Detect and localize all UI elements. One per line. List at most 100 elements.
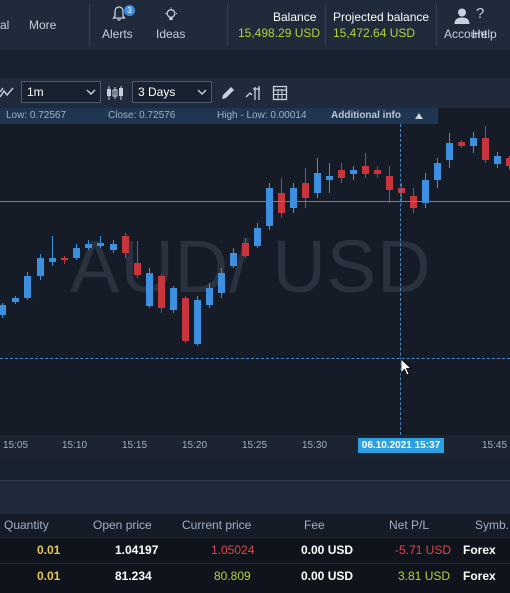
col-open-price[interactable]: Open price [93,518,152,532]
bell-icon [112,6,126,21]
balance-label: Balance [273,10,317,24]
divider [89,4,90,46]
net-pl-cell: -5.71 USD [395,543,452,557]
open-price-cell: 1.04197 [115,543,159,557]
positions-table-header [0,514,510,538]
candle-body [470,138,477,146]
line-chart-icon[interactable] [0,86,14,100]
nav-more[interactable]: More [29,18,57,32]
nav-item-partial[interactable]: al [0,18,10,32]
crosshair-horizontal [0,358,510,359]
quantity-cell: 0.01 [37,543,61,557]
caret-up-icon[interactable] [415,113,423,119]
candle-body [206,288,213,305]
crosshair-vertical [400,124,401,435]
candles [0,126,510,346]
col-symbol[interactable]: Symb. [475,518,510,532]
panel-gap [0,460,510,480]
candle-body [290,188,297,208]
candle-body [61,258,68,260]
candle-body [494,156,501,164]
chevron-down-icon [197,89,207,95]
net-pl-cell: 3.81 USD [398,569,451,583]
candle-body [350,170,357,174]
candle-body [97,243,104,246]
time-tick: 15:10 [62,440,88,451]
alerts-button[interactable]: 3 Alerts [100,0,136,50]
price-line [0,201,510,202]
candle-body [242,243,249,256]
candle-body [434,163,441,180]
candle-body [170,288,177,310]
ideas-label: Ideas [156,27,186,41]
crosshair-time-label: 06.10.2021 15:37 [358,438,444,453]
table-row[interactable]: 0.01 1.04197 1.05024 0.00 USD -5.71 USD … [0,537,510,564]
candle-body [338,170,345,178]
lightbulb-icon [165,7,177,21]
candle-body [506,158,510,166]
candle-body [386,176,393,190]
alerts-badge: 3 [124,5,135,16]
time-tick: 15:45 [482,440,508,451]
high-low-value: High - Low: 0.00014 [217,110,307,121]
close-value: Close: 0.72576 [108,110,176,121]
candlestick-icon[interactable] [106,85,124,101]
symbol-cell: Forex [463,569,496,583]
ohlc-info-bar: Low: 0.72567 Close: 0.72576 High - Low: … [0,108,438,124]
candle-body [326,176,333,180]
col-fee[interactable]: Fee [304,518,325,532]
range-select[interactable]: 3 Days [132,81,212,103]
fee-cell: 0.00 USD [301,543,354,557]
candle-body [122,236,129,253]
indicators-icon[interactable] [245,85,261,101]
table-row[interactable]: 0.01 81.234 80.809 0.00 USD 3.81 USD For… [0,563,510,593]
time-tick: 15:30 [302,440,328,451]
current-price-cell: 80.809 [214,569,251,583]
candle-body [218,273,225,293]
help-button[interactable]: ? Help [470,0,504,50]
symbol-cell: Forex [463,543,496,557]
projected-balance-value: 15,472.64 USD [333,26,416,40]
ideas-button[interactable]: Ideas [154,0,188,50]
range-value: 3 Days [138,85,176,99]
candle-body [398,188,405,193]
divider [325,4,326,46]
price-chart[interactable]: AUD/ USD [0,108,510,435]
candle-body [0,305,6,315]
col-current-price[interactable]: Current price [182,518,252,532]
candle-body [146,273,153,306]
chart-watermark: AUD/ USD [70,225,432,308]
balance-value: 15,498.29 USD [238,26,321,40]
open-price-cell: 81.234 [115,569,152,583]
divider [436,4,437,46]
account-label: Account [444,27,488,41]
candle-body [422,180,429,203]
time-tick: 15:15 [122,440,148,451]
candle-body [314,173,321,193]
candle-body [362,166,369,174]
candle-body [134,263,141,275]
current-price-cell: 1.05024 [211,543,255,557]
candle-body [374,170,381,174]
help-label: Help [472,27,497,41]
projected-balance-label: Projected balance [333,10,430,24]
time-tick: 15:25 [242,440,268,451]
toolbar-gap [0,50,510,78]
pencil-icon[interactable] [220,85,236,101]
divider [227,4,228,46]
positions-panel-header [0,480,510,515]
candle-body [446,143,453,160]
time-tick: 15:20 [182,440,208,451]
interval-select[interactable]: 1m [21,81,101,103]
chart-toolbar: 1m 3 Days [0,78,510,108]
candle-body [12,298,19,302]
calculator-icon[interactable] [272,85,288,101]
additional-info-toggle[interactable]: Additional info [331,110,401,121]
candle-body [458,142,465,146]
candle-body [410,196,417,208]
col-net-pl[interactable]: Net P/L [389,518,430,532]
col-quantity[interactable]: Quantity [4,518,49,532]
candle-body [73,248,80,258]
alerts-label: Alerts [102,27,133,41]
account-button[interactable]: Account [444,0,488,50]
